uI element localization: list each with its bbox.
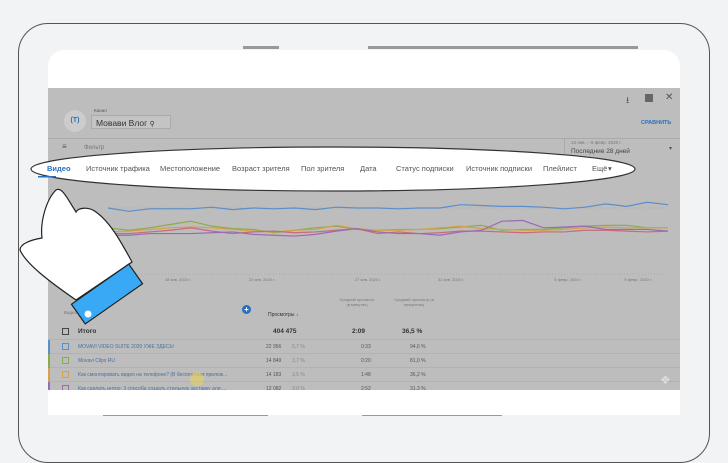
- date-range: 13 янв. – 9 февр. 2020 г.: [571, 140, 622, 145]
- total-row: Итого 404 475 2:09 36,5 %: [48, 324, 680, 340]
- row-views: 12 082: [266, 386, 282, 390]
- tab-2[interactable]: Местоположение: [160, 164, 221, 173]
- channel-label: Канал: [94, 108, 107, 113]
- add-column-icon[interactable]: +: [242, 305, 251, 314]
- row-duration: 2:52: [361, 386, 371, 390]
- row-percent: 94,6 %: [410, 344, 426, 350]
- tab-6[interactable]: Статус подписки: [396, 164, 454, 173]
- filter-input[interactable]: Фильтр: [84, 145, 105, 151]
- channel-avatar: (T): [64, 110, 86, 132]
- hand-pointer-icon: [19, 188, 133, 301]
- analytics-screenshot: ⭳ ✕ (T) Канал Мовави Влог ⚲ СРАВНИТЬ ≡ Ф…: [48, 88, 680, 390]
- checkbox[interactable]: [62, 343, 69, 350]
- filter-icon: ≡: [62, 142, 67, 151]
- tab-4[interactable]: Пол зрителя: [301, 164, 345, 173]
- row-views: 22 956: [266, 344, 282, 350]
- series-color-bar: [48, 354, 50, 368]
- channel-name: Мовави Влог: [96, 118, 148, 128]
- feedback-icon[interactable]: [645, 94, 653, 102]
- video-title-link[interactable]: Как сделать интро: 3 способа создать сти…: [78, 386, 227, 390]
- tablet-button: [368, 46, 638, 49]
- channel-selector[interactable]: Мовави Влог ⚲: [91, 115, 171, 129]
- x-tick-label: 5 февр. 2020 г.: [554, 277, 582, 282]
- download-icon[interactable]: ⭳: [626, 95, 630, 105]
- line-chart: 80018 янв. 2020 г.22 янв. 2020 г.27 янв.…: [68, 201, 669, 282]
- video-title-link[interactable]: MOVAVI VIDEO SUITE 2020 УЖЕ ЗДЕСЬ!: [78, 344, 175, 350]
- series-line: [108, 219, 669, 237]
- total-percent: 36,5 %: [402, 328, 423, 335]
- tab-1[interactable]: Источник трафика: [86, 164, 150, 173]
- compare-button[interactable]: СРАВНИТЬ: [641, 120, 672, 126]
- table-row[interactable]: Как сделать интро: 3 способа создать сти…: [48, 382, 680, 390]
- row-duration: 0:20: [361, 358, 371, 364]
- table-row[interactable]: Movavi Clips RU 14 849 3,7 % 0:20 81,0 %: [48, 354, 680, 368]
- col-views[interactable]: Просмотры ↓: [268, 312, 299, 318]
- table-row[interactable]: MOVAVI VIDEO SUITE 2020 УЖЕ ЗДЕСЬ! 22 95…: [48, 340, 680, 354]
- tab-3[interactable]: Возраст зрителя: [232, 164, 290, 173]
- x-tick-label: 18 янв. 2020 г.: [165, 277, 191, 282]
- row-percent: 81,0 %: [410, 358, 426, 364]
- tab-more[interactable]: Ещё: [592, 164, 608, 173]
- row-share: 3,0 %: [292, 386, 305, 390]
- row-views: 14 849: [266, 358, 282, 364]
- total-label: Итого: [78, 328, 97, 335]
- date-range-selector[interactable]: 13 янв. – 9 февр. 2020 г. Последние 28 д…: [564, 138, 680, 162]
- series-color-bar: [48, 368, 50, 382]
- x-tick-label: 9 февр. 2020 г.: [624, 277, 652, 282]
- tab-0[interactable]: Видео: [47, 164, 71, 173]
- row-share: 5,7 %: [292, 344, 305, 350]
- series-line: [107, 201, 669, 212]
- row-percent: 31,3 %: [410, 386, 426, 390]
- row-duration: 1:48: [361, 372, 371, 378]
- x-tick-label: 27 янв. 2020 г.: [355, 277, 381, 282]
- cuff-button: [84, 310, 92, 318]
- col-views-label: Просмотры: [268, 312, 295, 318]
- highlight-ellipse: [30, 146, 636, 192]
- col-video: Видео: [64, 310, 78, 315]
- row-views: 14 183: [266, 372, 282, 378]
- active-tab-underline: [38, 176, 56, 178]
- row-duration: 0:33: [361, 344, 371, 350]
- row-share: 3,5 %: [292, 372, 305, 378]
- table-row[interactable]: Как смонтировать видео на телефоне? (В б…: [48, 368, 680, 382]
- tab-5[interactable]: Дата: [360, 164, 377, 173]
- x-tick-label: 31 янв. 2020 г.: [438, 277, 464, 282]
- checkbox[interactable]: [62, 328, 69, 335]
- series-color-bar: [48, 340, 50, 354]
- checkbox[interactable]: [62, 357, 69, 364]
- tablet-button: [243, 46, 279, 49]
- video-title-link[interactable]: Movavi Clips RU: [78, 358, 115, 364]
- tab-7[interactable]: Источник подписки: [466, 164, 533, 173]
- row-share: 3,7 %: [292, 358, 305, 364]
- close-icon[interactable]: ✕: [665, 92, 674, 103]
- total-views: 404 475: [273, 328, 297, 335]
- series-line: [107, 224, 668, 233]
- x-tick-label: 22 янв. 2020 г.: [249, 277, 275, 282]
- series-color-bar: [48, 382, 50, 390]
- cursor-highlight: [190, 372, 204, 386]
- col-avg-duration: Средний просмотр (в минутах): [339, 297, 375, 307]
- period: Последние 28 дней: [571, 148, 630, 155]
- checkbox[interactable]: [62, 371, 69, 378]
- col-avg-percent: Средний просмотр (в процентах): [394, 297, 434, 307]
- sleeve-cuff: [70, 263, 144, 325]
- total-duration: 2:09: [352, 328, 366, 335]
- highlight-overlay: [19, 146, 636, 325]
- chevron-down-icon: ▾: [608, 164, 612, 173]
- checkbox[interactable]: [62, 385, 69, 390]
- search-icon: ⚲: [149, 121, 155, 128]
- divider: [48, 138, 680, 139]
- chevron-down-icon: ▾: [669, 146, 673, 152]
- row-percent: 36,2 %: [410, 372, 426, 378]
- tab-8[interactable]: Плейлист: [543, 164, 577, 173]
- video-title-link[interactable]: Как смонтировать видео на телефоне? (В б…: [78, 372, 228, 378]
- watermark-icon: ❖: [660, 373, 671, 387]
